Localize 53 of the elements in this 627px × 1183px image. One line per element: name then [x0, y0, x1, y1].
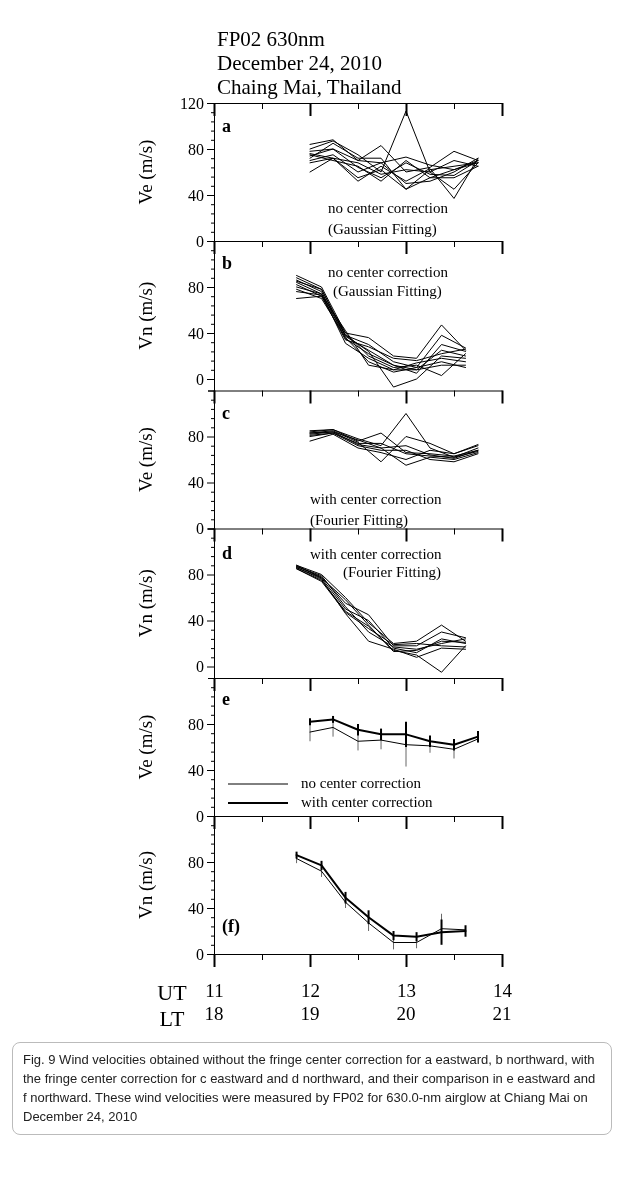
annotation: no center correction	[328, 200, 449, 216]
x2-tick-label: 21	[492, 1003, 512, 1024]
annotation: (Fourier Fitting)	[343, 563, 441, 581]
y-tick-label: 120	[180, 94, 204, 112]
annotation: (f)	[222, 916, 240, 937]
y-tick-label: 0	[196, 232, 204, 250]
y-axis-title: Ve (m/s)	[135, 714, 157, 780]
x2-tick-label: 18	[204, 1003, 224, 1024]
y-axis-title: Vn (m/s)	[135, 850, 157, 920]
annotation: e	[222, 689, 230, 709]
x-axis-title: UT	[157, 980, 188, 1005]
y-tick-label: 80	[188, 715, 204, 733]
annotation: no center correction	[328, 264, 449, 280]
annotation: a	[222, 116, 231, 136]
annotation: (Gaussian Fitting)	[333, 283, 442, 300]
y-tick-label: 0	[196, 807, 204, 825]
y-axis-title: Vn (m/s)	[135, 569, 157, 638]
annotation: with center correction	[310, 490, 443, 507]
y-tick-label: 40	[188, 612, 204, 630]
annotation: c	[222, 402, 230, 423]
legend-label: with center correction	[301, 794, 434, 810]
y-tick-label: 80	[188, 853, 204, 871]
caption: Fig. 9 Wind velocities obtained without the fringe center correction for a eastward, b northward, with the fringe center correction for c eastward and d northward, and their comparison in e eastward and f northward. These wind velocities were measured by FP02 for 630.0-nm airglow at Chiang Mai on December 24, 2010	[12, 1042, 612, 1136]
y-tick-label: 40	[188, 899, 204, 917]
y-tick-label: 40	[188, 474, 204, 492]
y-tick-label: 80	[188, 140, 204, 158]
annotation: (Gaussian Fitting)	[328, 221, 437, 238]
y-tick-label: 0	[196, 520, 204, 538]
x2-tick-label: 19	[300, 1003, 320, 1024]
y-tick-label: 40	[188, 186, 204, 204]
y-tick-label: 0	[196, 658, 204, 676]
y-tick-label: 40	[188, 761, 204, 779]
y-tick-label: 80	[188, 428, 204, 446]
chart-title: FP02 630nm December 24, 2010 Chaing Mai, Thailand	[217, 27, 402, 99]
legend-label: no center correction	[301, 775, 422, 791]
y-axis-title: Vn (m/s)	[135, 281, 157, 350]
x-tick-label: 11	[205, 980, 224, 1002]
y-axis-title: Ve (m/s)	[135, 139, 157, 205]
y-tick-label: 40	[188, 324, 204, 342]
x-tick-label: 14	[493, 980, 513, 1002]
x-tick-label: 12	[301, 980, 320, 1002]
annotation: d	[222, 542, 233, 563]
annotation: (Fourier Fitting)	[310, 511, 408, 529]
x2-axis-title: LT	[159, 1006, 185, 1031]
y-tick-label: 0	[196, 945, 204, 963]
annotation: b	[222, 253, 233, 273]
y-tick-label: 80	[188, 566, 204, 584]
y-tick-label: 80	[188, 278, 204, 296]
y-axis-title: Ve (m/s)	[135, 427, 157, 492]
y-tick-label: 0	[196, 370, 204, 388]
x-tick-label: 13	[397, 980, 416, 1002]
annotation: with center correction	[310, 545, 443, 562]
x2-tick-label: 20	[396, 1003, 416, 1024]
